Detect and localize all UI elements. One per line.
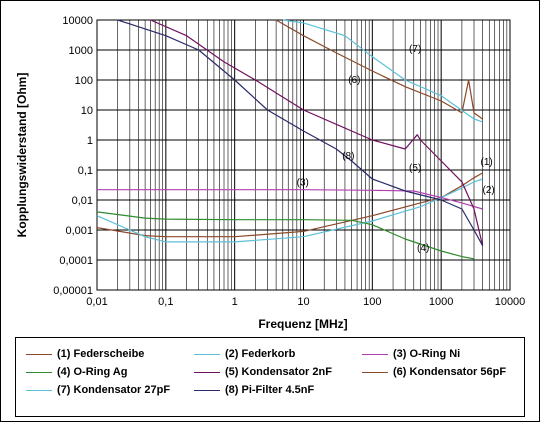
series-line-7 — [282, 19, 483, 123]
y-tick-label: 0,01 — [72, 195, 93, 207]
legend-item: (4) O-Ring Ag — [26, 364, 127, 380]
curve-label-2: (2) — [482, 185, 494, 196]
legend-swatch — [194, 389, 220, 391]
legend-item: (7) Kondensator 27pF — [26, 382, 170, 398]
series-line-1 — [96, 172, 483, 238]
x-tick-label: 0,1 — [158, 296, 173, 308]
series-line-4 — [96, 211, 475, 260]
series-line-8 — [117, 19, 484, 246]
legend-label: (3) O-Ring Ni — [393, 348, 461, 360]
legend-item: (5) Kondensator 2nF — [194, 364, 332, 380]
x-tick-label: 0,01 — [86, 296, 107, 308]
legend-swatch — [26, 371, 52, 373]
legend-swatch — [26, 389, 52, 391]
y-tick-label: 1000 — [69, 45, 93, 57]
series-line-5 — [150, 19, 484, 246]
legend-label: (8) Pi-Filter 4.5nF — [225, 384, 315, 396]
legend-label: (5) Kondensator 2nF — [225, 366, 332, 378]
series-line-2 — [96, 178, 483, 243]
legend-item: (2) Federkorb — [194, 346, 295, 362]
curve-labels: (1) (2) (3) (4) (5) (6) (7) (8) — [297, 44, 495, 254]
legend-swatch — [26, 353, 52, 355]
legend-swatch — [194, 371, 220, 373]
legend-label: (7) Kondensator 27pF — [57, 384, 171, 396]
series-lines — [96, 19, 484, 260]
x-axis-label: Frequenz [MHz] — [258, 317, 347, 331]
series-line-3 — [97, 189, 483, 210]
curve-label-3: (3) — [297, 178, 309, 189]
curve-label-4: (4) — [417, 243, 429, 254]
curve-label-5: (5) — [409, 163, 421, 174]
legend-item: (6) Kondensator 56pF — [362, 364, 506, 380]
x-tick-label: 10000 — [495, 296, 526, 308]
legend-swatch — [194, 353, 220, 355]
y-tick-label: 100 — [75, 75, 93, 87]
y-tick-label: 10000 — [62, 15, 93, 27]
x-tick-label: 100 — [363, 296, 381, 308]
x-tick-label: 1 — [232, 296, 238, 308]
legend-label: (1) Federscheibe — [57, 348, 145, 360]
legend-item: (1) Federscheibe — [26, 346, 144, 362]
curve-label-6: (6) — [348, 75, 360, 86]
y-tick-label: 1 — [87, 135, 93, 147]
curve-label-7: (7) — [409, 44, 421, 55]
legend-label: (2) Federkorb — [225, 348, 296, 360]
legend-label: (4) O-Ring Ag — [57, 366, 128, 378]
curve-label-1: (1) — [480, 157, 492, 168]
x-tick-label: 1000 — [429, 296, 453, 308]
legend: (1) Federscheibe (2) Federkorb (3) O-Ring … — [15, 337, 525, 417]
chart-area: 0,01 0,1 1 10 100 1000 10000 0,000010,00010,00… — [15, 15, 525, 331]
x-axis-ticks: 0,01 0,1 1 10 100 1000 10000 — [86, 296, 525, 308]
legend-item: (3) O-Ring Ni — [362, 346, 460, 362]
legend-item: (8) Pi-Filter 4.5nF — [194, 382, 314, 398]
y-axis-label: Kopplungswiderstand [Ohm] — [15, 73, 29, 238]
plot-border — [96, 19, 511, 291]
curve-label-8: (8) — [342, 151, 354, 162]
y-tick-label: 10 — [81, 105, 93, 117]
legend-swatch — [362, 353, 388, 355]
legend-label: (6) Kondensator 56pF — [393, 366, 507, 378]
legend-swatch — [362, 371, 388, 373]
y-axis-ticks: 0,00001 0,0001 0,001 0,01 0,1 1 10 100 1000 10000 — [53, 15, 93, 297]
y-tick-label: 0,00001 — [53, 285, 93, 297]
y-tick-label: 0,1 — [78, 165, 93, 177]
y-tick-label: 0,0001 — [59, 255, 93, 267]
x-tick-label: 10 — [297, 296, 309, 308]
series-line-6 — [275, 19, 483, 120]
y-tick-label: 0,001 — [65, 225, 93, 237]
